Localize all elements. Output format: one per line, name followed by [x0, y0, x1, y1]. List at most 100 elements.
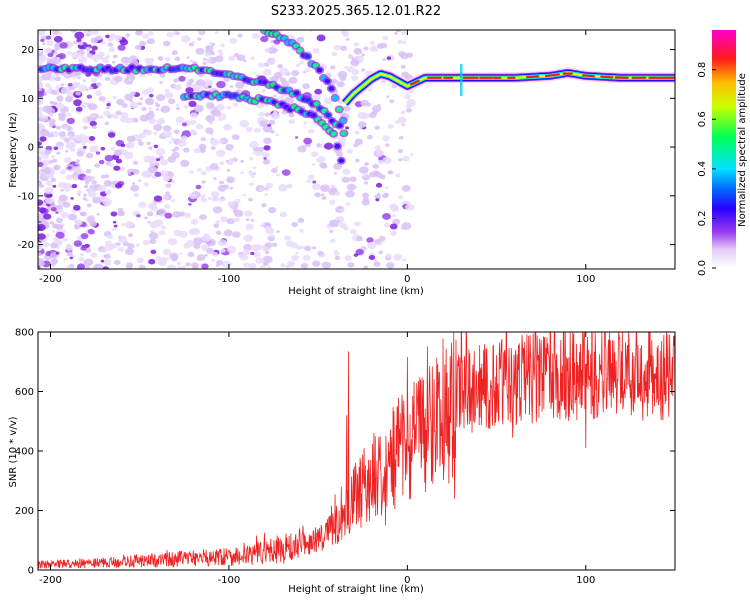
noise-speck: [176, 104, 180, 107]
noise-speck: [401, 71, 409, 78]
noise-speck: [250, 244, 260, 252]
noise-speck: [193, 104, 204, 113]
noise-speck: [148, 155, 158, 163]
noise-speck: [356, 236, 363, 242]
noise-speck: [361, 199, 370, 206]
noise-speck: [389, 99, 395, 104]
spectrogram-ytick-label: 0: [28, 143, 34, 154]
noise-speck: [330, 187, 338, 193]
noise-speck: [101, 57, 109, 64]
spectrogram-xtick-label: 0: [404, 274, 410, 285]
noise-speck: [44, 83, 51, 88]
noise-speck: [229, 85, 234, 89]
noise-speck: [54, 48, 58, 52]
noise-speck: [104, 189, 112, 195]
noise-speck: [361, 53, 365, 57]
noise-speck: [73, 40, 78, 44]
noise-speck: [297, 217, 305, 223]
noise-speck: [124, 221, 134, 229]
noise-speck: [245, 223, 254, 231]
noise-speck: [353, 253, 359, 257]
noise-speck: [244, 210, 253, 217]
noise-speck: [38, 233, 46, 240]
noise-speck: [46, 192, 53, 198]
snr-xlabel: Height of straight line (km): [288, 584, 424, 595]
noise-speck: [44, 149, 52, 155]
noise-speck: [400, 64, 406, 69]
noise-speck: [225, 159, 229, 163]
noise-speck: [394, 31, 398, 35]
noise-speck: [80, 101, 89, 109]
noise-speck: [259, 120, 268, 127]
noise-speck: [143, 182, 149, 187]
noise-speck: [316, 34, 326, 42]
noise-speck: [302, 83, 310, 90]
noise-speck: [105, 54, 110, 59]
noise-speck: [277, 183, 288, 192]
snr-ytick-label: 200: [15, 506, 34, 517]
noise-speck: [138, 179, 142, 182]
noise-speck: [303, 121, 308, 125]
noise-speck: [159, 159, 169, 166]
noise-speck: [45, 166, 50, 171]
noise-speck: [115, 110, 122, 116]
noise-speck: [44, 187, 54, 195]
noise-speck: [175, 106, 180, 111]
noise-speck: [53, 237, 60, 242]
upper-arc-point: [304, 54, 311, 59]
noise-speck: [314, 192, 321, 198]
noise-speck: [340, 45, 348, 51]
noise-speck: [203, 79, 214, 87]
noise-speck: [88, 86, 94, 90]
noise-speck: [275, 133, 280, 137]
noise-speck: [38, 162, 44, 167]
noise-speck: [214, 55, 224, 63]
noise-speck: [354, 130, 360, 135]
noise-speck: [86, 188, 90, 192]
noise-speck: [350, 59, 360, 67]
noise-speck: [341, 30, 348, 36]
noise-speck: [69, 256, 73, 260]
noise-speck: [202, 234, 212, 242]
noise-speck: [375, 149, 384, 156]
noise-speck: [156, 94, 166, 101]
noise-speck: [135, 30, 143, 36]
noise-speck: [142, 33, 150, 39]
noise-speck: [369, 40, 376, 46]
noise-speck: [262, 255, 273, 264]
noise-speck: [382, 156, 392, 164]
noise-speck: [95, 151, 101, 155]
noise-speck: [235, 81, 245, 89]
noise-speck: [156, 158, 161, 162]
noise-speck: [156, 117, 165, 125]
noise-speck: [259, 224, 263, 228]
noise-speck: [49, 160, 54, 164]
noise-speck: [220, 248, 226, 253]
noise-speck: [66, 251, 73, 257]
noise-speck: [133, 192, 140, 198]
noise-speck: [38, 90, 45, 98]
snr-xtick-label: -200: [39, 575, 62, 586]
noise-speck: [360, 68, 366, 72]
noise-speck: [312, 260, 321, 267]
noise-speck: [82, 145, 87, 149]
noise-speck: [211, 251, 219, 257]
noise-speck: [107, 100, 112, 104]
noise-speck: [100, 146, 106, 151]
noise-speck: [55, 211, 59, 214]
snr-ytick-label: 600: [15, 387, 34, 398]
noise-speck: [240, 159, 245, 163]
spectrogram-ytick-label: 20: [21, 45, 34, 56]
noise-speck: [171, 52, 176, 55]
noise-speck: [314, 88, 323, 95]
noise-speck: [223, 229, 233, 237]
noise-speck: [110, 146, 116, 151]
noise-speck: [158, 259, 167, 266]
noise-speck: [56, 151, 61, 155]
noise-speck: [112, 95, 117, 100]
noise-speck: [55, 125, 62, 130]
noise-speck: [312, 183, 321, 191]
noise-speck: [398, 51, 406, 57]
noise-speck: [112, 54, 118, 59]
